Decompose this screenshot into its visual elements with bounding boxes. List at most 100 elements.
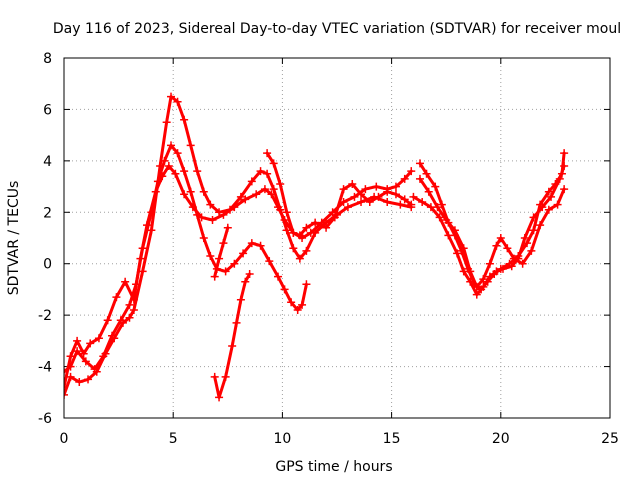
data-point-marker xyxy=(544,187,553,196)
data-point-marker xyxy=(276,205,285,214)
data-point-marker xyxy=(125,313,134,322)
data-point-marker xyxy=(350,192,359,201)
data-point-marker xyxy=(527,246,536,255)
data-point-marker xyxy=(479,282,488,291)
data-point-marker xyxy=(263,169,272,178)
data-point-marker xyxy=(400,195,409,204)
data-point-marker xyxy=(186,141,195,150)
data-point-marker xyxy=(302,280,311,289)
x-tick-label: 5 xyxy=(169,431,178,447)
data-point-marker xyxy=(236,192,245,201)
data-point-marker xyxy=(348,180,357,188)
data-point-marker xyxy=(424,187,433,196)
data-point-marker xyxy=(199,187,208,196)
data-point-marker xyxy=(180,115,189,124)
data-point-marker xyxy=(81,357,90,366)
data-point-marker xyxy=(322,223,331,232)
data-point-marker xyxy=(256,241,265,250)
data-point-marker xyxy=(64,367,68,376)
data-point-marker xyxy=(215,254,224,263)
data-point-marker xyxy=(66,352,75,361)
data-point-marker xyxy=(84,375,93,384)
data-point-marker xyxy=(435,213,444,222)
x-tick-label: 25 xyxy=(601,431,619,447)
data-point-marker xyxy=(206,252,215,260)
data-point-marker xyxy=(180,190,189,199)
data-point-marker xyxy=(560,162,569,170)
data-point-marker xyxy=(232,318,241,327)
data-point-marker xyxy=(206,200,215,209)
data-point-marker xyxy=(372,182,381,191)
data-point-marker xyxy=(343,203,352,212)
data-point-marker xyxy=(442,216,451,224)
data-point-marker xyxy=(73,336,82,345)
data-point-marker xyxy=(529,226,538,235)
data-point-marker xyxy=(503,244,512,253)
data-point-marker xyxy=(529,213,538,222)
data-point-marker xyxy=(357,198,366,206)
data-point-marker xyxy=(228,342,237,350)
data-point-marker xyxy=(274,272,283,281)
data-point-marker xyxy=(302,246,311,255)
data-point-marker xyxy=(472,290,481,299)
data-point-marker xyxy=(492,267,501,276)
x-tick-label: 15 xyxy=(383,431,401,447)
data-point-marker xyxy=(383,198,392,206)
x-tick-label: 10 xyxy=(273,431,291,447)
series-track-f xyxy=(213,226,230,279)
data-point-marker xyxy=(396,200,405,209)
series-track-g xyxy=(418,151,566,291)
y-tick-label: 4 xyxy=(43,154,52,170)
data-point-marker xyxy=(560,185,569,194)
data-point-marker xyxy=(94,334,103,343)
data-point-marker xyxy=(193,167,202,176)
data-point-marker xyxy=(544,205,553,214)
data-point-marker xyxy=(210,372,219,381)
chart-title: Day 116 of 2023, Sidereal Day-to-day VTE… xyxy=(53,21,621,37)
data-point-marker xyxy=(407,167,416,176)
data-point-marker xyxy=(138,244,147,253)
data-point-marker xyxy=(444,231,453,240)
data-point-marker xyxy=(215,208,224,217)
x-tick-label: 20 xyxy=(492,431,510,447)
data-point-marker xyxy=(289,244,298,253)
data-point-marker xyxy=(164,162,173,170)
data-point-marker xyxy=(289,228,298,237)
y-tick-label: 2 xyxy=(43,205,52,221)
data-point-marker xyxy=(339,185,348,194)
data-point-marker xyxy=(407,200,416,209)
data-point-marker xyxy=(223,223,232,232)
data-point-marker xyxy=(391,182,400,191)
data-point-marker xyxy=(311,228,320,237)
data-point-marker xyxy=(138,267,147,276)
data-point-marker xyxy=(295,231,304,240)
data-point-marker xyxy=(496,234,505,242)
data-point-marker xyxy=(156,162,165,170)
data-point-marker xyxy=(92,367,101,376)
data-point-marker xyxy=(422,169,431,178)
data-point-marker xyxy=(73,347,82,356)
data-point-marker xyxy=(293,306,302,314)
data-point-marker xyxy=(208,216,217,224)
data-point-marker xyxy=(498,264,507,273)
data-point-marker xyxy=(520,234,529,242)
data-point-marker xyxy=(282,226,291,235)
data-point-marker xyxy=(260,185,269,194)
plot-frame xyxy=(63,57,611,419)
data-point-marker xyxy=(252,190,261,199)
data-point-marker xyxy=(86,339,95,348)
data-point-marker xyxy=(453,249,462,258)
data-point-marker xyxy=(247,177,256,186)
data-point-marker xyxy=(415,174,424,183)
data-point-marker xyxy=(459,244,468,253)
data-point-marker xyxy=(365,198,374,206)
data-point-marker xyxy=(66,372,75,381)
data-point-marker xyxy=(555,174,564,183)
data-point-marker xyxy=(280,285,289,294)
data-point-marker xyxy=(400,174,409,183)
data-point-marker xyxy=(383,187,392,196)
data-point-marker xyxy=(302,223,311,232)
data-point-marker xyxy=(193,210,202,219)
data-point-marker xyxy=(282,208,291,217)
data-point-marker xyxy=(361,185,370,194)
